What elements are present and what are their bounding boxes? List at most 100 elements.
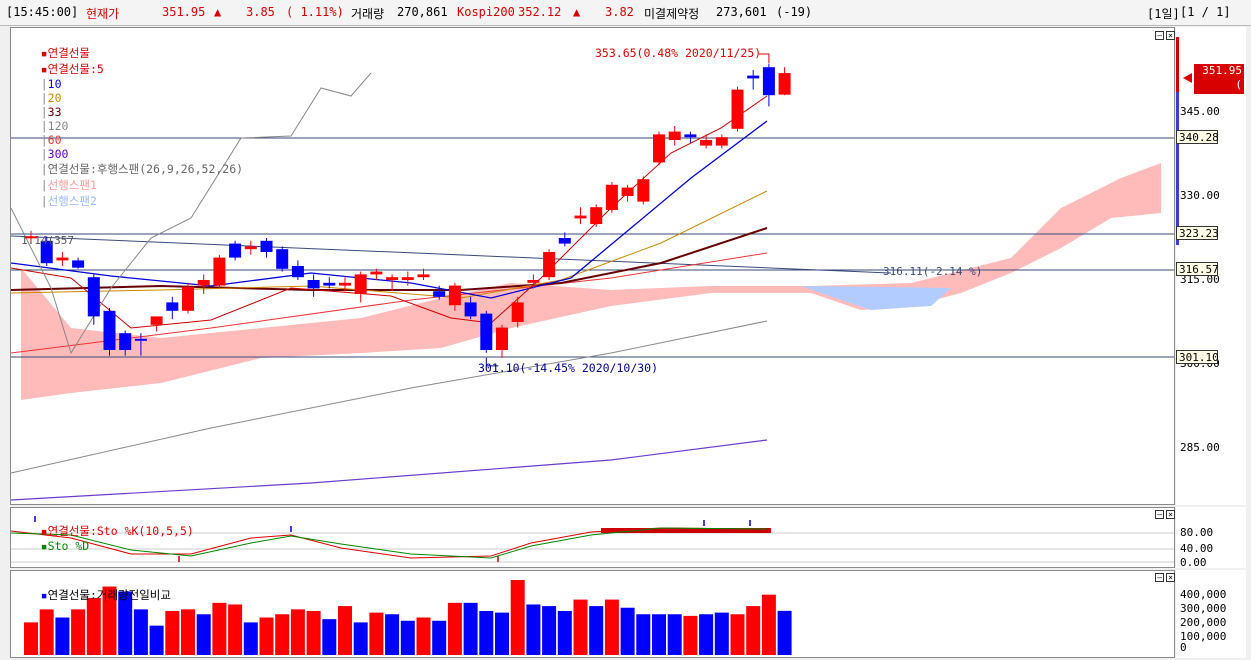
current-price-tag-value: 351.95 — [1202, 64, 1242, 77]
candle-body — [103, 310, 116, 350]
kospi-change: 3.82 — [605, 5, 634, 19]
volume-bar — [432, 620, 447, 655]
volume-panel[interactable]: ▪연결선물:거래량전일비교 – × — [10, 570, 1175, 658]
volume-bar — [196, 614, 211, 655]
candle-body — [291, 266, 304, 278]
volume-label: 거래량 — [351, 7, 385, 21]
close-panel-icon[interactable]: × — [1166, 31, 1175, 40]
axis-range-bar-up — [1176, 37, 1179, 92]
price-change-pct: ( 1.11%) — [286, 5, 344, 19]
close-panel-icon[interactable]: × — [1166, 510, 1175, 519]
price-tick: 330.00 — [1180, 189, 1220, 202]
candle-body — [244, 246, 257, 250]
volume-bar — [557, 610, 572, 655]
ma60-line — [11, 252, 768, 354]
price-chart-panel[interactable]: 353.65(0.48% 2020/11/25) 301.10(-14.45% 2… — [10, 27, 1175, 505]
volume-bar — [39, 609, 54, 655]
time-label: [15:45:00] — [6, 5, 79, 19]
main-legend: ▪연결선물 ▪연결선물:5 |10 |20 |33 |120 |60 |300 … — [40, 46, 244, 208]
high-annotation: 353.65(0.48% 2020/11/25) — [595, 46, 761, 60]
candle-body — [558, 238, 571, 244]
volume-bar — [228, 604, 243, 655]
volume-value: 270,861 — [397, 5, 448, 19]
volume-bar — [338, 606, 352, 655]
level-box: 323.23 — [1176, 226, 1219, 240]
volume-bar — [479, 610, 494, 655]
volume-tick: 400,000 — [1180, 588, 1227, 601]
legend-series-marker-icon: ▪ — [40, 46, 48, 60]
candle-body — [72, 260, 85, 268]
volume-bar — [400, 620, 415, 655]
minimize-panel-icon[interactable]: – — [1155, 31, 1164, 40]
stoch-d-line — [11, 527, 768, 559]
volume-bar — [275, 614, 290, 655]
volume-bar — [102, 586, 117, 655]
level-box: 340.28 — [1176, 130, 1219, 144]
legend-ma60: 60 — [47, 133, 62, 147]
volume-bar — [604, 599, 619, 655]
page-indicator[interactable]: [1 / 1] — [1180, 5, 1231, 19]
candle-body — [213, 257, 226, 286]
price-tick: 345.00 — [1180, 105, 1220, 118]
volume-bar — [290, 609, 305, 655]
candle-body — [621, 187, 634, 196]
level-box: 316.57 — [1176, 262, 1219, 276]
left-annotation: 1.14(357 — [21, 234, 74, 247]
stochastic-panel[interactable]: ▪연결선물:Sto %K(10,5,5) ▪Sto %D – × — [10, 507, 1175, 568]
up-arrow-icon: ▲ — [214, 5, 222, 19]
legend-ma10: 10 — [47, 77, 62, 91]
candle-body — [339, 282, 351, 286]
minimize-panel-icon[interactable]: – — [1155, 510, 1164, 519]
volume-legend-label: 연결선물:거래량전일비교 — [47, 588, 171, 602]
volume-bar — [730, 614, 745, 655]
current-price-tag: 351.95 ( 1.11%) — [1194, 64, 1244, 105]
stoch-k-label: 연결선물:Sto %K(10,5,5) — [47, 524, 194, 538]
ma33-line — [11, 227, 768, 291]
candle-body — [119, 333, 132, 350]
candle-body — [700, 140, 713, 146]
open-interest-label: 미결제약정 — [644, 7, 700, 21]
close-panel-icon[interactable]: × — [1166, 573, 1175, 582]
volume-bar — [353, 622, 368, 655]
volume-bar — [699, 614, 714, 655]
candle-body — [386, 277, 399, 280]
volume-bar — [55, 617, 70, 655]
volume-marker-icon: ▪ — [40, 588, 48, 602]
candle-body — [715, 137, 728, 146]
volume-bar — [86, 597, 101, 655]
ichimoku-cloud — [21, 163, 1161, 400]
candle-body — [276, 249, 289, 269]
candle-body — [448, 285, 461, 306]
legend-ma300: 300 — [47, 147, 69, 161]
candle-body — [401, 277, 414, 280]
candle-body — [150, 316, 163, 325]
level-box: 301.10 — [1176, 350, 1219, 364]
volume-bar — [369, 612, 384, 655]
legend-span1: 선행스팬1 — [47, 178, 97, 192]
candle-body — [433, 291, 446, 297]
legend-span2: 선행스팬2 — [47, 194, 97, 208]
volume-bar — [746, 606, 761, 655]
price-tick: 285.00 — [1180, 441, 1220, 454]
current-price-pointer-icon — [1183, 73, 1192, 83]
volume-bar — [777, 610, 792, 655]
volume-bar — [573, 599, 588, 655]
ichimoku-cloud-down — [801, 286, 951, 310]
minimize-panel-icon[interactable]: – — [1155, 573, 1164, 582]
quote-bar: [15:45:00] 현재가 351.95 ▲ 3.85 ( 1.11%) 거래… — [0, 0, 1251, 26]
volume-bar — [636, 614, 651, 655]
kospi-value: 352.12 — [518, 5, 562, 19]
volume-bar — [259, 617, 274, 655]
legend-ma-marker-icon: ▪ — [40, 62, 48, 76]
open-interest-value: 273,601 — [716, 5, 767, 19]
volume-bar — [667, 614, 682, 655]
legend-ma5: 연결선물:5 — [47, 62, 104, 76]
candle-body — [762, 67, 775, 96]
candle-body — [731, 89, 744, 129]
candle-body — [605, 184, 618, 210]
period-button[interactable]: [1일] — [1147, 7, 1180, 21]
lagging-span-line — [11, 72, 372, 355]
candle-body — [307, 280, 320, 289]
candle-body — [684, 134, 697, 138]
stoch-tick: 0.00 — [1180, 556, 1207, 569]
